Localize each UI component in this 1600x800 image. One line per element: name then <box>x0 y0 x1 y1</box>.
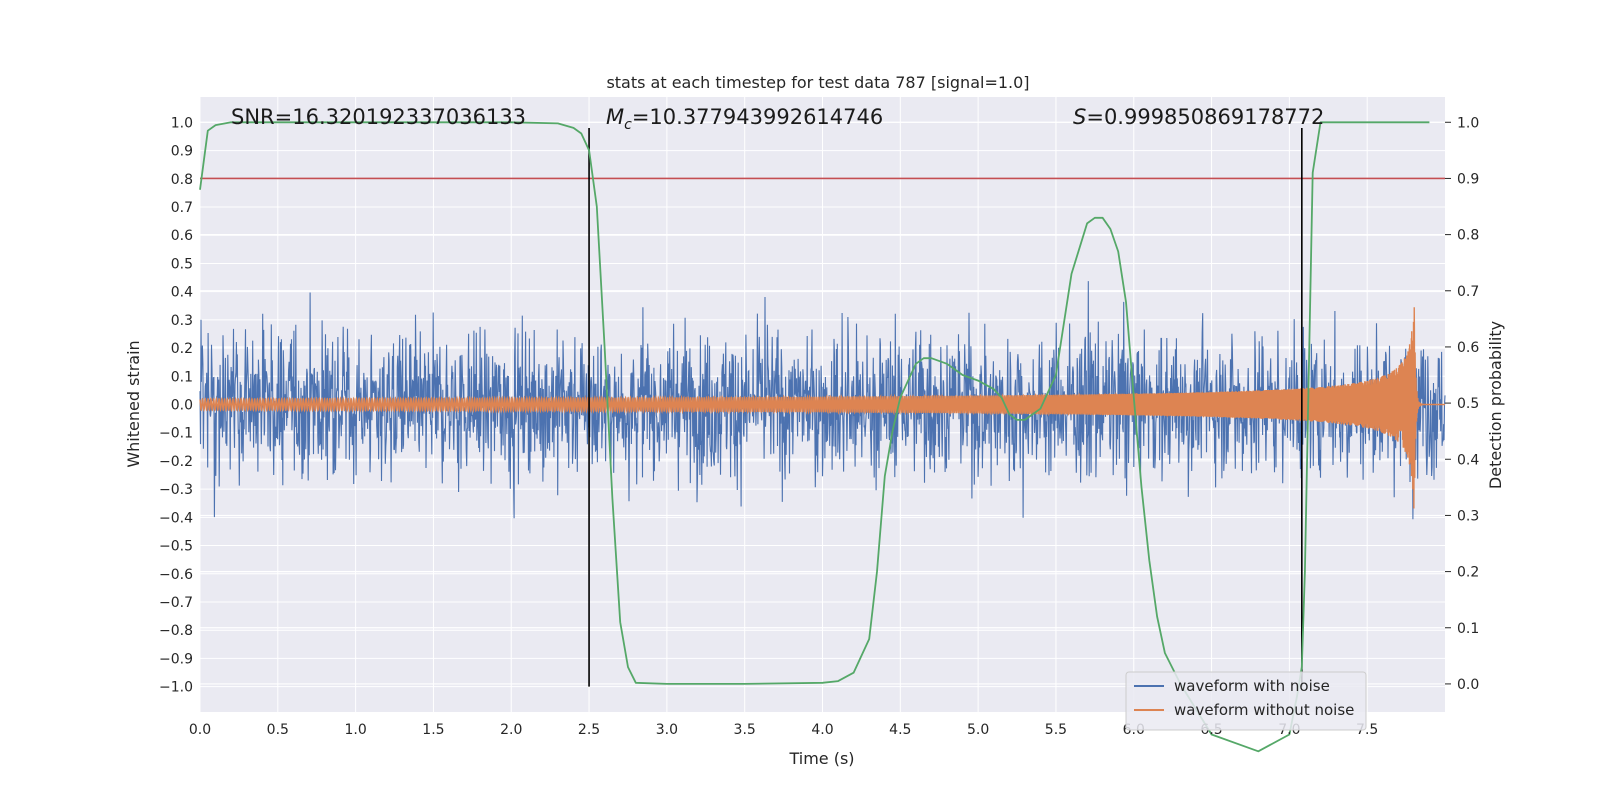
x-tick-label: 1.5 <box>422 722 444 738</box>
x-tick-label: 4.0 <box>811 722 833 738</box>
vertical-markers <box>588 128 1303 687</box>
y-tick-label: 0.1 <box>171 369 193 385</box>
y-tick-label: 0.7 <box>171 200 193 216</box>
y-tick-label: −0.3 <box>159 482 193 498</box>
chirp-mass-subscript: c <box>624 117 632 133</box>
y-tick-label: 0.8 <box>171 172 193 188</box>
axis-ticks: 0.00.51.01.52.02.53.03.54.04.55.05.56.06… <box>159 115 1479 738</box>
legend-box <box>1125 671 1367 731</box>
snr-annotation: SNR=16.320192337036133 <box>231 105 526 129</box>
y-tick-label: −0.9 <box>159 651 193 667</box>
y-right-tick-label: 0.6 <box>1457 340 1479 356</box>
y-right-tick-label: 0.3 <box>1457 508 1479 524</box>
x-axis-label: Time (s) <box>788 749 854 768</box>
x-tick-label: 3.0 <box>656 722 678 738</box>
chart-title: stats at each timestep for test data 787… <box>606 73 1029 92</box>
y-axis-label: Whitened strain <box>124 340 143 467</box>
y-right-tick-label: 0.4 <box>1457 452 1479 468</box>
y-right-tick-label: 0.2 <box>1457 565 1479 581</box>
y-tick-label: 0.3 <box>171 313 193 329</box>
score-annotation: S=0.999850869178772 <box>1073 105 1324 129</box>
y-axis-right-label: Detection probability <box>1486 321 1505 489</box>
legend-label-clean: waveform without noise <box>1174 701 1354 719</box>
y-tick-label: 0.5 <box>171 256 193 272</box>
x-tick-label: 1.0 <box>344 722 366 738</box>
x-tick-label: 0.5 <box>267 722 289 738</box>
y-tick-label: −1.0 <box>159 680 193 696</box>
y-right-tick-label: 0.7 <box>1457 284 1479 300</box>
x-tick-label: 2.5 <box>578 722 600 738</box>
chirp-mass-symbol: M <box>606 105 624 129</box>
y-tick-label: −0.2 <box>159 454 193 470</box>
chirp-mass-value: =10.377943992614746 <box>632 105 883 129</box>
y-tick-label: 1.0 <box>171 115 193 131</box>
y-tick-label: 0.2 <box>171 341 193 357</box>
score-value: =0.999850869178772 <box>1086 105 1324 129</box>
series-waveform-without-noise <box>199 307 1445 509</box>
y-tick-label: 0.0 <box>171 398 193 414</box>
chirp-mass-annotation: Mc=10.377943992614746 <box>606 105 883 133</box>
y-right-tick-label: 1.0 <box>1457 115 1479 131</box>
y-right-tick-label: 0.1 <box>1457 621 1479 637</box>
y-right-tick-label: 0.9 <box>1457 171 1479 187</box>
chirp-trace <box>199 307 1445 509</box>
y-tick-label: −0.4 <box>159 510 193 526</box>
score-symbol: S <box>1073 105 1086 129</box>
y-right-tick-label: 0.5 <box>1457 396 1479 412</box>
legend-label-noise: waveform with noise <box>1174 677 1330 695</box>
y-tick-label: −0.6 <box>159 567 193 583</box>
y-tick-label: −0.7 <box>159 595 193 611</box>
x-tick-label: 4.5 <box>889 722 911 738</box>
x-tick-label: 2.0 <box>500 722 522 738</box>
y-tick-label: −0.5 <box>159 539 193 555</box>
x-tick-label: 0.0 <box>189 722 211 738</box>
y-tick-label: 0.4 <box>171 285 193 301</box>
y-tick-label: 0.6 <box>171 228 193 244</box>
x-tick-label: 3.5 <box>734 722 756 738</box>
y-right-tick-label: 0.0 <box>1457 677 1479 693</box>
x-tick-label: 5.5 <box>1045 722 1067 738</box>
y-right-tick-label: 0.8 <box>1457 228 1479 244</box>
x-tick-label: 5.0 <box>967 722 989 738</box>
y-tick-label: −0.8 <box>159 623 193 639</box>
legend: waveform with noise waveform without noi… <box>1125 671 1367 731</box>
y-tick-label: −0.1 <box>159 426 193 442</box>
y-tick-label: 0.9 <box>171 144 193 160</box>
